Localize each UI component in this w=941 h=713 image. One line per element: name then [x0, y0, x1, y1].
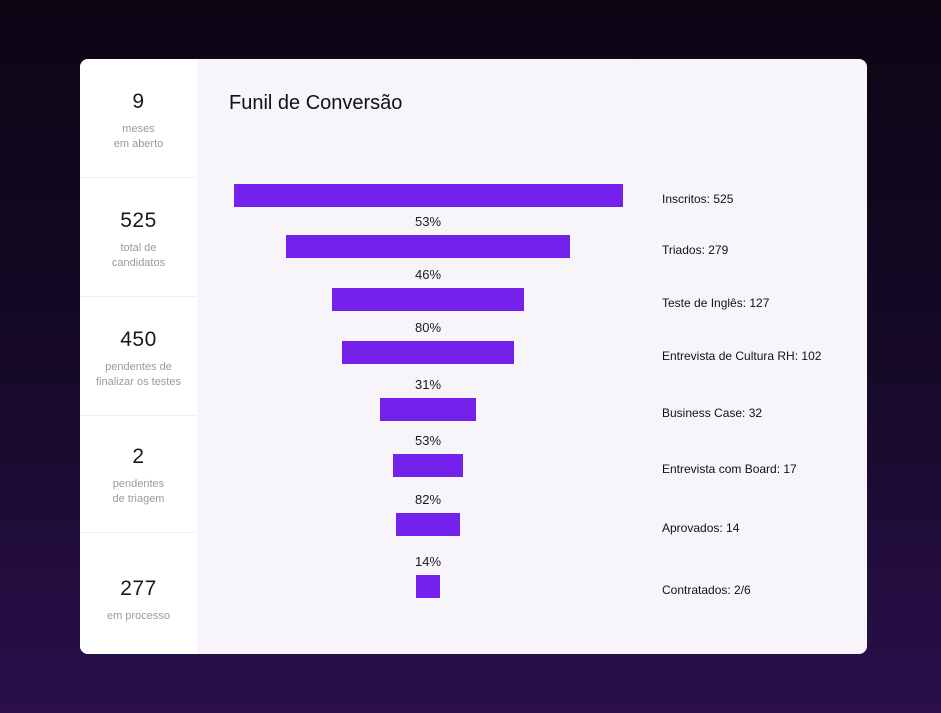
stat-pending-tests: 450 pendentes de finalizar os testes: [80, 297, 197, 416]
funnel-stage-label: Business Case: 32: [662, 406, 763, 420]
stat-label: meses em aberto: [80, 122, 197, 152]
conversion-rate-label: 14%: [414, 554, 442, 569]
funnel-stage-label: Contratados: 2/6: [662, 583, 751, 597]
conversion-rate-label: 80%: [414, 320, 442, 335]
stat-value: 2: [132, 445, 145, 468]
conversion-rate-label: 82%: [414, 492, 442, 507]
stat-label: em processo: [80, 609, 197, 624]
stat-label-line: finalizar os testes: [96, 376, 181, 388]
funnel-bar: [286, 235, 570, 258]
funnel-title: Funil de Conversão: [229, 92, 403, 114]
stat-label-line: meses: [122, 123, 155, 135]
stat-value: 277: [120, 577, 157, 600]
stat-total-candidates: 525 total de candidatos: [80, 178, 197, 297]
stats-sidebar: 9 meses em aberto 525 total de candidato…: [80, 59, 197, 654]
stat-value: 9: [132, 90, 145, 113]
funnel-bar: [342, 341, 514, 364]
funnel-bar: [233, 184, 623, 207]
stat-label-line: em processo: [107, 610, 170, 622]
stat-label-line: candidatos: [111, 257, 166, 269]
funnel-stage-label: Entrevista com Board: 17: [662, 462, 797, 476]
stat-in-process: 277 em processo: [80, 533, 197, 654]
stat-months-open: 9 meses em aberto: [80, 59, 197, 178]
funnel-bar: [332, 288, 524, 311]
funnel-stage-label: Entrevista de Cultura RH: 102: [662, 349, 822, 363]
conversion-rate-label: 46%: [414, 267, 442, 282]
funnel-stage-label: Inscritos: 525: [662, 192, 734, 206]
stat-value: 450: [120, 328, 157, 351]
stat-label-line: em aberto: [113, 138, 164, 150]
funnel-stage-label: Triados: 279: [662, 243, 729, 257]
funnel-bar: [393, 454, 463, 477]
funnel-bar: [396, 513, 460, 536]
conversion-rate-label: 53%: [414, 214, 442, 229]
funnel-stage-label: Teste de Inglês: 127: [662, 296, 770, 310]
stat-pending-triage: 2 pendentes de triagem: [80, 416, 197, 533]
stat-label-line: de triagem: [112, 493, 165, 505]
stat-label: pendentes de finalizar os testes: [80, 360, 197, 390]
funnel-card: 9 meses em aberto 525 total de candidato…: [80, 59, 867, 654]
funnel-bar: [379, 398, 476, 421]
funnel-bar: [415, 575, 440, 598]
stat-label-line: total de: [120, 242, 157, 254]
stat-label-line: pendentes: [112, 478, 165, 490]
funnel-stage-label: Aprovados: 14: [662, 521, 740, 535]
stat-label-line: pendentes de: [105, 361, 172, 373]
stat-value: 525: [120, 209, 157, 232]
stat-label: pendentes de triagem: [80, 477, 197, 507]
conversion-rate-label: 31%: [414, 377, 442, 392]
conversion-rate-label: 53%: [414, 433, 442, 448]
stat-label: total de candidatos: [80, 241, 197, 271]
